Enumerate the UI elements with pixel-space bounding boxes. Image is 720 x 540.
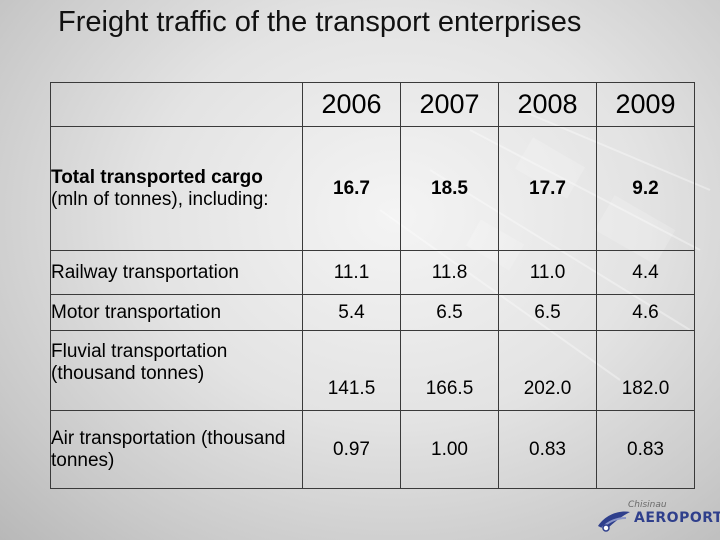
table-cell: 202.0 — [498, 330, 597, 411]
table-cell: 166.5 — [400, 330, 499, 411]
freight-table: 2006 2007 2008 2009 Total transported ca… — [50, 82, 695, 489]
table-cell: 0.83 — [596, 410, 695, 489]
header-corner-cell — [50, 82, 303, 127]
table-cell: 6.5 — [400, 294, 499, 331]
row-label: Railway transportation — [50, 250, 303, 295]
aeroport-logo: Chisinau AEROPORT — [596, 500, 720, 536]
table-cell: 5.4 — [302, 294, 401, 331]
table-cell: 182.0 — [596, 330, 695, 411]
header-row: 2006 2007 2008 2009 — [50, 82, 695, 127]
table-row: Fluvial transportation (thousand tonnes)… — [50, 330, 695, 411]
row-label: Air transportation (thousand tonnes) — [50, 410, 303, 489]
year-header: 2009 — [596, 82, 695, 127]
row-label: Fluvial transportation (thousand tonnes) — [50, 330, 303, 411]
table-cell: 6.5 — [498, 294, 597, 331]
row-label: Motor transportation — [50, 294, 303, 331]
table-cell: 4.4 — [596, 250, 695, 295]
table-cell: 11.1 — [302, 250, 401, 295]
year-header: 2007 — [400, 82, 499, 127]
year-header: 2008 — [498, 82, 597, 127]
table-cell: 9.2 — [596, 126, 695, 251]
table-row: Air transportation (thousand tonnes) 0.9… — [50, 410, 695, 489]
table-cell: 0.83 — [498, 410, 597, 489]
table-cell: 17.7 — [498, 126, 597, 251]
table-cell: 141.5 — [302, 330, 401, 411]
year-header: 2006 — [302, 82, 401, 127]
table-cell: 0.97 — [302, 410, 401, 489]
airplane-icon — [598, 511, 630, 532]
table-cell: 11.8 — [400, 250, 499, 295]
table-cell: 18.5 — [400, 126, 499, 251]
page-title: Freight traffic of the transport enterpr… — [58, 6, 582, 38]
row-label: Total transported cargo (mln of tonnes),… — [50, 126, 303, 251]
logo-small-text: Chisinau — [628, 500, 667, 510]
table-row: Motor transportation 5.4 6.5 6.5 4.6 — [50, 294, 695, 331]
table-cell: 16.7 — [302, 126, 401, 251]
table-cell: 4.6 — [596, 294, 695, 331]
table-row: Total transported cargo (mln of tonnes),… — [50, 126, 695, 251]
row-label-rest: (mln of tonnes), including: — [51, 188, 269, 210]
logo-main-text: AEROPORT — [634, 510, 720, 526]
table-cell: 1.00 — [400, 410, 499, 489]
row-label-bold: Total transported cargo — [51, 166, 263, 188]
table-cell: 11.0 — [498, 250, 597, 295]
table-row: Railway transportation 11.1 11.8 11.0 4.… — [50, 250, 695, 295]
